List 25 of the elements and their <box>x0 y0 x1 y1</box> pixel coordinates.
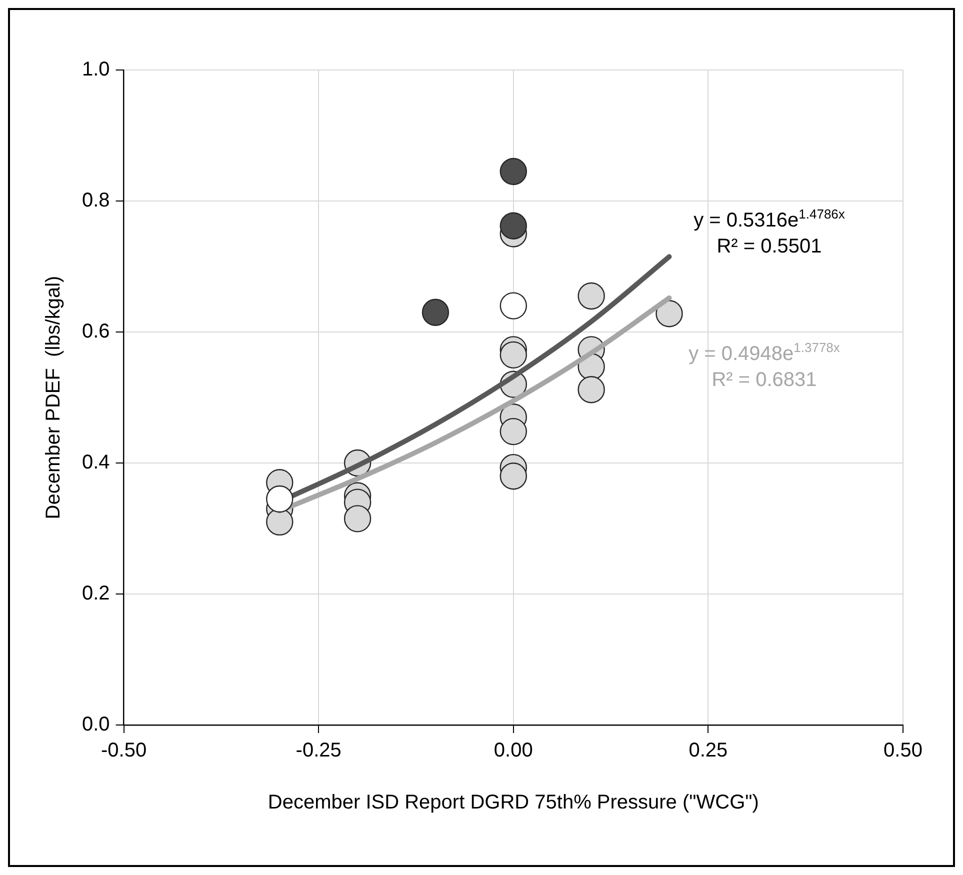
x-tick-label: -0.50 <box>101 740 147 762</box>
y-tick-label: 0.4 <box>82 452 110 474</box>
point <box>500 212 527 240</box>
point <box>422 298 450 326</box>
x-tick-label: 0.25 <box>688 740 728 762</box>
x-tick-label: -0.25 <box>296 740 342 762</box>
point <box>578 376 605 404</box>
point <box>656 300 683 328</box>
x-axis-title: December ISD Report DGRD 75th% Pressure ("WCG") <box>268 792 759 814</box>
point <box>500 462 527 490</box>
x-tick-label: 0.00 <box>494 740 533 762</box>
point <box>500 158 527 186</box>
y-axis-title: December PDEF (lbs/kgal) <box>42 276 65 520</box>
point <box>500 418 527 446</box>
point <box>500 341 527 369</box>
point <box>578 282 605 310</box>
y-tick-label: 1.0 <box>82 58 110 81</box>
y-tick-label: 0.6 <box>82 320 110 343</box>
y-tick-label: 0.2 <box>82 582 110 605</box>
y-tick-label: 0.0 <box>82 714 110 736</box>
y-tick-label: 0.8 <box>82 190 110 212</box>
annotation: R² = 0.6831 <box>712 368 817 391</box>
annotation: R² = 0.5501 <box>716 236 822 258</box>
point <box>344 505 372 532</box>
x-tick-label: 0.50 <box>884 740 922 762</box>
